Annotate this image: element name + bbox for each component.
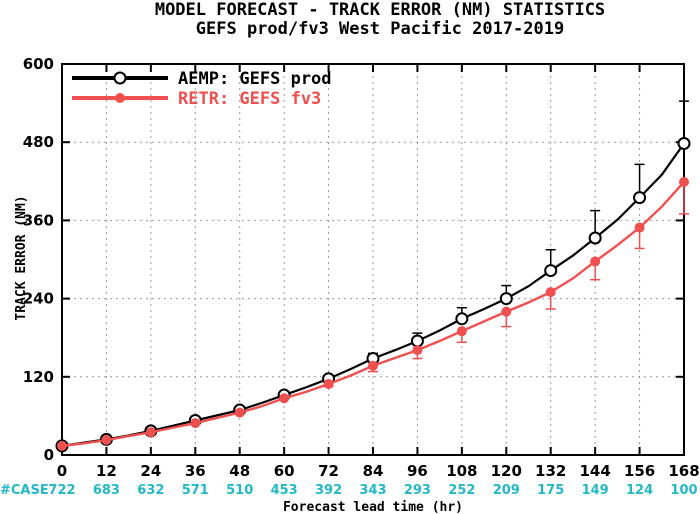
- x-tick-label: 108: [446, 462, 477, 480]
- legend: AEMP: GEFS prod RETR: GEFS fv3: [72, 69, 332, 109]
- data-point: [501, 306, 512, 317]
- case-count-value: 632: [137, 483, 164, 498]
- data-point: [677, 137, 691, 151]
- data-point: [456, 326, 467, 337]
- data-point: [190, 418, 201, 429]
- chart-title: MODEL FORECAST - TRACK ERROR (NM) STATIS…: [155, 0, 605, 20]
- x-tick-label: 12: [96, 462, 117, 480]
- x-tick-label: 144: [579, 462, 610, 480]
- data-point: [588, 231, 602, 245]
- legend-marker-aemp: [113, 71, 127, 85]
- case-count-value: 252: [448, 483, 475, 498]
- case-count-value: 293: [404, 483, 431, 498]
- x-tick-label: 72: [318, 462, 339, 480]
- data-point: [234, 407, 245, 418]
- x-axis-label: Forecast lead time (hr): [283, 500, 463, 514]
- x-tick-label: 48: [229, 462, 250, 480]
- axis-ticks: 0 120 240 360 480 600 0 12 24 36 48 60 72 84 96 108 120 1…: [23, 55, 700, 480]
- data-point: [410, 334, 424, 348]
- y-tick-label: 240: [23, 290, 54, 308]
- data-point: [499, 292, 513, 306]
- data-point: [57, 440, 67, 451]
- data-point: [590, 256, 601, 267]
- case-count-value: 683: [93, 483, 120, 498]
- grid-lines: [62, 64, 684, 455]
- x-tick-label: 168: [668, 462, 699, 480]
- case-count-value: 722: [48, 483, 75, 498]
- case-count-value: 343: [359, 483, 386, 498]
- data-point: [679, 176, 689, 187]
- x-tick-label: 84: [363, 462, 384, 480]
- x-tick-label: 60: [274, 462, 295, 480]
- case-count-value: 453: [271, 483, 298, 498]
- case-counts: 722 683 632 571 510 453 392 343 293 252 209 175 149 1…: [48, 483, 697, 498]
- data-point: [145, 427, 156, 438]
- case-count-value: 392: [315, 483, 342, 498]
- y-tick-label: 480: [23, 133, 54, 151]
- legend-label-retr: RETR: GEFS fv3: [178, 89, 321, 109]
- y-tick-label: 120: [23, 368, 54, 386]
- data-point: [455, 312, 469, 326]
- case-count-label: #CASE: [0, 483, 49, 498]
- x-tick-label: 156: [624, 462, 655, 480]
- x-tick-label: 36: [185, 462, 206, 480]
- y-axis-label: TRACK ERROR (NM): [14, 195, 29, 320]
- data-series: [55, 100, 691, 453]
- data-point: [368, 360, 378, 371]
- x-tick-label: 96: [407, 462, 428, 480]
- data-point: [545, 287, 556, 298]
- data-point: [634, 222, 645, 233]
- data-point: [279, 393, 290, 404]
- case-count-value: 571: [182, 483, 209, 498]
- data-point: [633, 191, 647, 205]
- y-tick-label: 600: [23, 55, 54, 73]
- case-count-value: 175: [537, 483, 564, 498]
- x-tick-label: 24: [140, 462, 161, 480]
- x-tick-label: 120: [491, 462, 522, 480]
- case-count-value: 124: [626, 483, 653, 498]
- legend-label-aemp: AEMP: GEFS prod: [178, 69, 332, 89]
- x-tick-label: 0: [57, 462, 67, 480]
- y-tick-label: 360: [23, 211, 54, 229]
- y-tick-label: 0: [44, 446, 54, 464]
- case-count-value: 149: [582, 483, 609, 498]
- legend-marker-retr: [115, 93, 125, 103]
- data-point: [544, 264, 558, 278]
- data-point: [412, 345, 423, 356]
- case-count-value: 100: [670, 483, 697, 498]
- chart-subtitle: GEFS prod/fv3 West Pacific 2017-2019: [196, 19, 564, 39]
- case-count-value: 510: [226, 483, 253, 498]
- data-point: [101, 435, 112, 446]
- case-count-value: 209: [493, 483, 520, 498]
- x-tick-label: 132: [535, 462, 566, 480]
- data-point: [323, 378, 334, 389]
